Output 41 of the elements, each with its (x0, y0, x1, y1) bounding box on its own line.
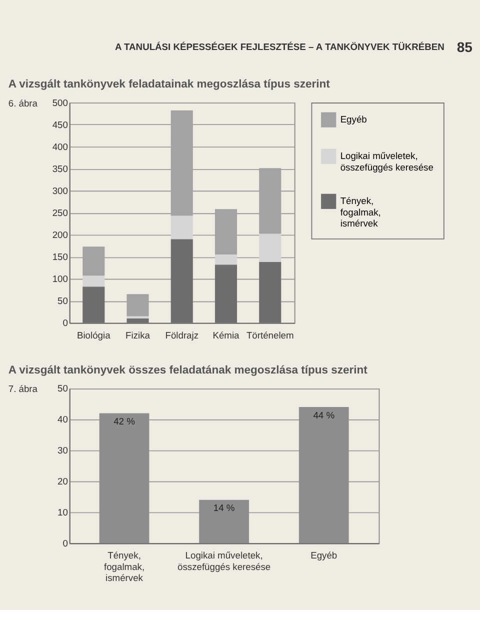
bar (82, 276, 105, 287)
y-tick-label: 0 (62, 318, 68, 328)
x-tick-label: Egyéb (310, 550, 338, 561)
text: A TANULÁSI KÉPESSÉGEK FEJLESZTÉSE – A TANKÖNYVEK TÜKRÉBEN (115, 41, 445, 52)
y-tick-label: 10 (58, 507, 68, 518)
x-tick-label: Logikai műveletek, összefüggés keresése (177, 550, 271, 572)
y-tick-label: 300 (52, 186, 68, 196)
y-tick-label: 150 (52, 252, 68, 262)
x-tick-label: Biológia (76, 330, 112, 340)
data-label: 44 % (313, 410, 335, 420)
legend-label: Tények, fogalmak, ismérvek (340, 196, 381, 229)
data-label: 42 % (114, 416, 135, 426)
x-tick-label: Fizika (126, 330, 151, 340)
x-tick-label: Tények, fogalmak, ismérvek (104, 550, 145, 584)
y-tick-label: 200 (52, 230, 68, 240)
y-tick-label: 50 (58, 296, 68, 306)
x-tick-label: Kémia (212, 330, 240, 340)
y-tick-label: 0 (62, 538, 68, 548)
chart-title: A vizsgált tankönyvek összes feladatának megoszlása típus szerint (8, 364, 368, 376)
y-tick-label: 350 (52, 164, 68, 174)
y-tick-label: 20 (58, 476, 68, 487)
chart-title: A vizsgált tankönyvek feladatainak megoszlása típus szerint (8, 78, 330, 90)
x-tick-label: Földrajz (165, 330, 199, 340)
x-tick-label: Történelem (246, 330, 294, 340)
y-tick-label: 250 (52, 208, 68, 218)
bar (170, 216, 193, 240)
legend-label: Egyéb (340, 114, 367, 125)
text: 7. ábra (8, 384, 38, 394)
y-tick-label: 50 (58, 384, 68, 394)
y-tick-label: 450 (52, 120, 68, 130)
text: 85 (456, 38, 473, 55)
bar (214, 254, 238, 265)
y-tick-label: 100 (52, 274, 68, 284)
text: 6. ábra (8, 98, 38, 108)
y-tick-label: 400 (52, 142, 68, 152)
y-tick-label: 40 (58, 414, 68, 425)
y-tick-label: 30 (58, 446, 68, 456)
bar (259, 234, 282, 262)
data-label: 14 % (213, 503, 235, 514)
legend-label: Logikai műveletek, összefüggés keresése (340, 151, 434, 172)
y-tick-label: 500 (52, 98, 68, 108)
